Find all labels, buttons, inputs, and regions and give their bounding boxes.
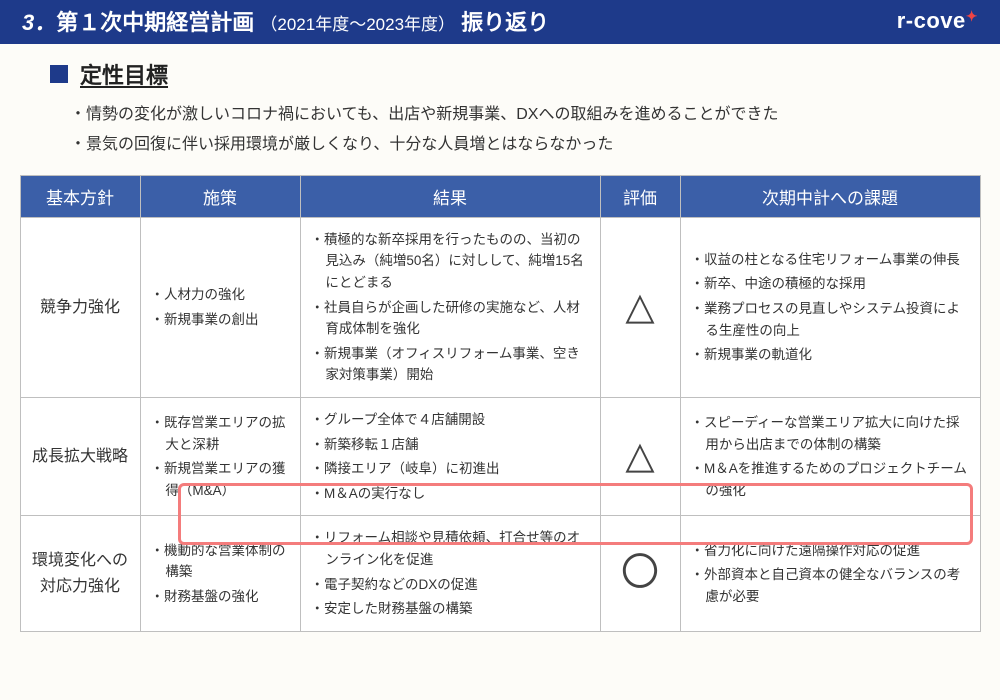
title-number: 3． bbox=[22, 10, 56, 35]
list-item: 社員自らが企画した研修の実施など、人材育成体制を強化 bbox=[311, 297, 590, 340]
list-item: リフォーム相談や見積依頼、打合せ等のオンライン化を促進 bbox=[311, 527, 590, 570]
table-row: 環境変化への対応力強化機動的な営業体制の構築財務基盤の強化リフォーム相談や見積依… bbox=[20, 516, 980, 631]
cell-policy: 環境変化への対応力強化 bbox=[20, 516, 140, 631]
th-policy: 基本方針 bbox=[20, 175, 140, 217]
list-item: 収益の柱となる住宅リフォーム事業の伸長 bbox=[691, 249, 970, 271]
th-issues: 次期中計への課題 bbox=[680, 175, 980, 217]
list-item: 省力化に向けた遠隔操作対応の促進 bbox=[691, 540, 970, 562]
list-item: 安定した財務基盤の構築 bbox=[311, 598, 590, 620]
list-item: M＆Aの実行なし bbox=[311, 483, 590, 505]
cell-policy: 成長拡大戦略 bbox=[20, 397, 140, 515]
logo-star-icon: ✦ bbox=[966, 8, 978, 24]
table-header-row: 基本方針 施策 結果 評価 次期中計への課題 bbox=[20, 175, 980, 217]
list-item: 積極的な新卒採用を行ったものの、当初の見込み（純増50名）に対しして、純増15名… bbox=[311, 229, 590, 294]
slide-title: 3．第１次中期経営計画 （2021年度～2023年度） 振り返り bbox=[22, 5, 549, 37]
list-item: 隣接エリア（岐阜）に初進出 bbox=[311, 458, 590, 480]
list-item: 新卒、中途の積極的な採用 bbox=[691, 273, 970, 295]
cell-issues: 収益の柱となる住宅リフォーム事業の伸長新卒、中途の積極的な採用業務プロセスの見直… bbox=[680, 217, 980, 397]
th-results: 結果 bbox=[300, 175, 600, 217]
cell-measures: 既存営業エリアの拡大と深耕新規営業エリアの獲得（M&A） bbox=[140, 397, 300, 515]
section-block: 定性目標 情勢の変化が激しいコロナ禍においても、出店や新規事業、DXへの取組みを… bbox=[0, 44, 1000, 167]
cell-eval: △ bbox=[600, 217, 680, 397]
list-item: 人材力の強化 bbox=[151, 284, 290, 306]
title-tail: 振り返り bbox=[461, 10, 549, 35]
th-eval: 評価 bbox=[600, 175, 680, 217]
list-item: 機動的な営業体制の構築 bbox=[151, 540, 290, 583]
plan-table: 基本方針 施策 結果 評価 次期中計への課題 競争力強化人材力の強化新規事業の創… bbox=[20, 175, 981, 632]
cell-measures: 機動的な営業体制の構築財務基盤の強化 bbox=[140, 516, 300, 631]
cell-policy: 競争力強化 bbox=[20, 217, 140, 397]
cell-issues: 省力化に向けた遠隔操作対応の促進外部資本と自己資本の健全なバランスの考慮が必要 bbox=[680, 516, 980, 631]
logo-text: r-cove bbox=[897, 8, 966, 33]
title-sub: （2021年度～2023年度） bbox=[260, 15, 455, 34]
square-bullet-icon bbox=[50, 65, 68, 83]
cell-results: グループ全体で４店舗開設新築移転１店舗隣接エリア（岐阜）に初進出 M＆Aの実行なし bbox=[300, 397, 600, 515]
table-row: 成長拡大戦略既存営業エリアの拡大と深耕新規営業エリアの獲得（M&A）グループ全体… bbox=[20, 397, 980, 515]
table-body: 競争力強化人材力の強化新規事業の創出積極的な新卒採用を行ったものの、当初の見込み… bbox=[20, 217, 980, 631]
summary-bullet: 情勢の変化が激しいコロナ禍においても、出店や新規事業、DXへの取組みを進めること… bbox=[70, 100, 950, 130]
th-measures: 施策 bbox=[140, 175, 300, 217]
list-item: 新規事業の軌道化 bbox=[691, 344, 970, 366]
list-item: 電子契約などのDXの促進 bbox=[311, 574, 590, 596]
list-item: スピーディーな営業エリア拡大に向けた採用から出店までの体制の構築 bbox=[691, 412, 970, 455]
list-item: 財務基盤の強化 bbox=[151, 586, 290, 608]
list-item: 業務プロセスの見直しやシステム投資による生産性の向上 bbox=[691, 298, 970, 341]
title-main: 第１次中期経営計画 bbox=[56, 10, 254, 35]
list-item: 新築移転１店舗 bbox=[311, 434, 590, 456]
list-item: グループ全体で４店舗開設 bbox=[311, 409, 590, 431]
cell-measures: 人材力の強化新規事業の創出 bbox=[140, 217, 300, 397]
cell-results: リフォーム相談や見積依頼、打合せ等のオンライン化を促進電子契約などのDXの促進安… bbox=[300, 516, 600, 631]
list-item: M＆Aを推進するためのプロジェクトチームの強化 bbox=[691, 458, 970, 501]
section-heading: 定性目標 bbox=[50, 58, 950, 90]
cell-results: 積極的な新卒採用を行ったものの、当初の見込み（純増50名）に対しして、純増15名… bbox=[300, 217, 600, 397]
table-row: 競争力強化人材力の強化新規事業の創出積極的な新卒採用を行ったものの、当初の見込み… bbox=[20, 217, 980, 397]
list-item: 新規営業エリアの獲得（M&A） bbox=[151, 458, 290, 501]
section-title: 定性目標 bbox=[80, 58, 168, 90]
list-item: 新規事業の創出 bbox=[151, 309, 290, 331]
logo: r-cove✦ bbox=[897, 8, 978, 34]
cell-eval: △ bbox=[600, 397, 680, 515]
summary-bullets: 情勢の変化が激しいコロナ禍においても、出店や新規事業、DXへの取組みを進めること… bbox=[50, 100, 950, 161]
list-item: 外部資本と自己資本の健全なバランスの考慮が必要 bbox=[691, 564, 970, 607]
list-item: 新規事業（オフィスリフォーム事業、空き家対策事業）開始 bbox=[311, 343, 590, 386]
cell-eval: 〇 bbox=[600, 516, 680, 631]
summary-bullet: 景気の回復に伴い採用環境が厳しくなり、十分な人員増とはならなかった bbox=[70, 130, 950, 160]
list-item: 既存営業エリアの拡大と深耕 bbox=[151, 412, 290, 455]
cell-issues: スピーディーな営業エリア拡大に向けた採用から出店までの体制の構築M＆Aを推進する… bbox=[680, 397, 980, 515]
slide-header: 3．第１次中期経営計画 （2021年度～2023年度） 振り返り r-cove✦ bbox=[0, 0, 1000, 44]
